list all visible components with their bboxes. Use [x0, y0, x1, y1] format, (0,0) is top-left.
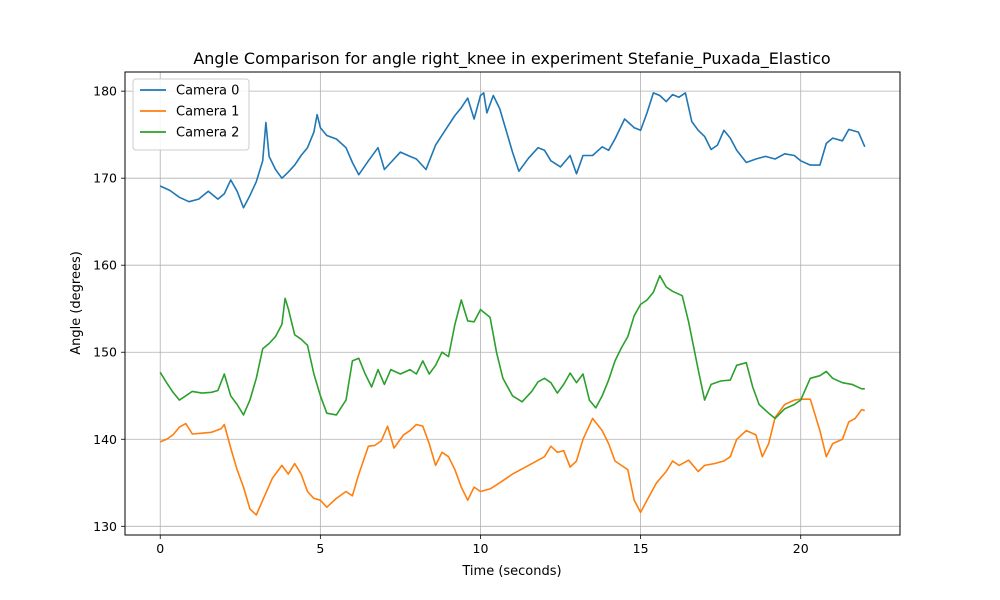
y-axis: 130 140 150 160 170 180 — [93, 84, 125, 534]
legend-label: Camera 0 — [176, 84, 239, 99]
y-tick-label: 160 — [93, 258, 117, 273]
legend-label: Camera 1 — [176, 105, 239, 120]
grid-lines — [125, 72, 900, 535]
x-tick-label: 15 — [633, 541, 649, 556]
x-tick-label: 0 — [156, 541, 164, 556]
y-tick-label: 170 — [93, 171, 117, 186]
x-tick-label: 10 — [473, 541, 489, 556]
legend: Camera 0 Camera 1 Camera 2 — [132, 78, 250, 151]
plot-frame — [124, 71, 901, 536]
y-axis-label: Angle (degrees) — [69, 251, 84, 355]
series-line-camera-2 — [159, 274, 865, 420]
chart-title: Angle Comparison for angle right_knee in… — [193, 49, 830, 69]
series-layer — [159, 92, 866, 516]
series-line-camera-0 — [159, 92, 866, 209]
x-axis-label: Time (seconds) — [461, 564, 561, 579]
y-tick-label: 180 — [93, 84, 117, 99]
y-tick-label: 140 — [93, 432, 117, 447]
x-axis: 0 5 10 15 20 — [156, 535, 809, 556]
legend-label: Camera 2 — [176, 126, 239, 141]
y-tick-label: 130 — [93, 519, 117, 534]
x-tick-label: 5 — [316, 541, 324, 556]
series-line-camera-1 — [159, 398, 865, 516]
x-tick-label: 20 — [793, 541, 809, 556]
y-tick-label: 150 — [93, 345, 117, 360]
